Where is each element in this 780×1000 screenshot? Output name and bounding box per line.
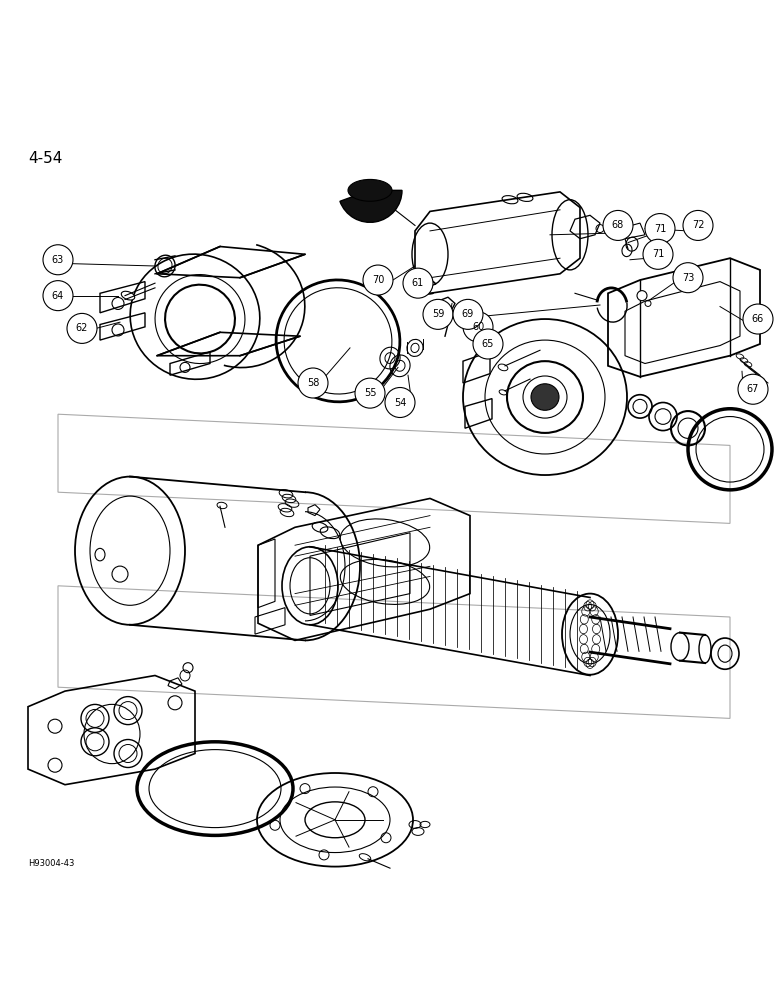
Text: 4-54: 4-54 <box>28 151 62 166</box>
Circle shape <box>385 387 415 418</box>
Text: 62: 62 <box>76 323 88 333</box>
Text: 64: 64 <box>52 291 64 301</box>
Text: 63: 63 <box>52 255 64 265</box>
Text: 54: 54 <box>394 397 406 408</box>
Text: 69: 69 <box>462 309 474 319</box>
Circle shape <box>43 245 73 275</box>
Ellipse shape <box>348 179 392 201</box>
Circle shape <box>743 304 773 334</box>
Circle shape <box>43 281 73 311</box>
Circle shape <box>67 313 97 343</box>
Ellipse shape <box>531 384 559 410</box>
Text: 68: 68 <box>612 220 624 230</box>
Circle shape <box>298 368 328 398</box>
Circle shape <box>643 239 673 269</box>
Circle shape <box>673 263 703 293</box>
Circle shape <box>463 312 493 342</box>
Circle shape <box>363 265 393 295</box>
Text: 71: 71 <box>652 249 665 259</box>
Text: 61: 61 <box>412 278 424 288</box>
Text: 60: 60 <box>472 322 484 332</box>
Text: 66: 66 <box>752 314 764 324</box>
Text: 55: 55 <box>363 388 376 398</box>
Text: 58: 58 <box>307 378 319 388</box>
Circle shape <box>645 214 675 244</box>
Circle shape <box>403 268 433 298</box>
Circle shape <box>603 210 633 240</box>
Circle shape <box>683 210 713 240</box>
Ellipse shape <box>121 291 135 300</box>
Text: 73: 73 <box>682 273 694 283</box>
Text: H93004-43: H93004-43 <box>28 859 74 868</box>
Text: 65: 65 <box>482 339 495 349</box>
Text: 59: 59 <box>432 309 444 319</box>
Circle shape <box>637 291 647 301</box>
Circle shape <box>473 329 503 359</box>
Text: 70: 70 <box>372 275 385 285</box>
Circle shape <box>738 374 768 404</box>
Circle shape <box>423 299 453 329</box>
Circle shape <box>355 378 385 408</box>
Text: 72: 72 <box>692 220 704 230</box>
Text: 71: 71 <box>654 224 666 234</box>
Circle shape <box>453 299 483 329</box>
Text: 67: 67 <box>746 384 759 394</box>
Wedge shape <box>340 190 402 222</box>
